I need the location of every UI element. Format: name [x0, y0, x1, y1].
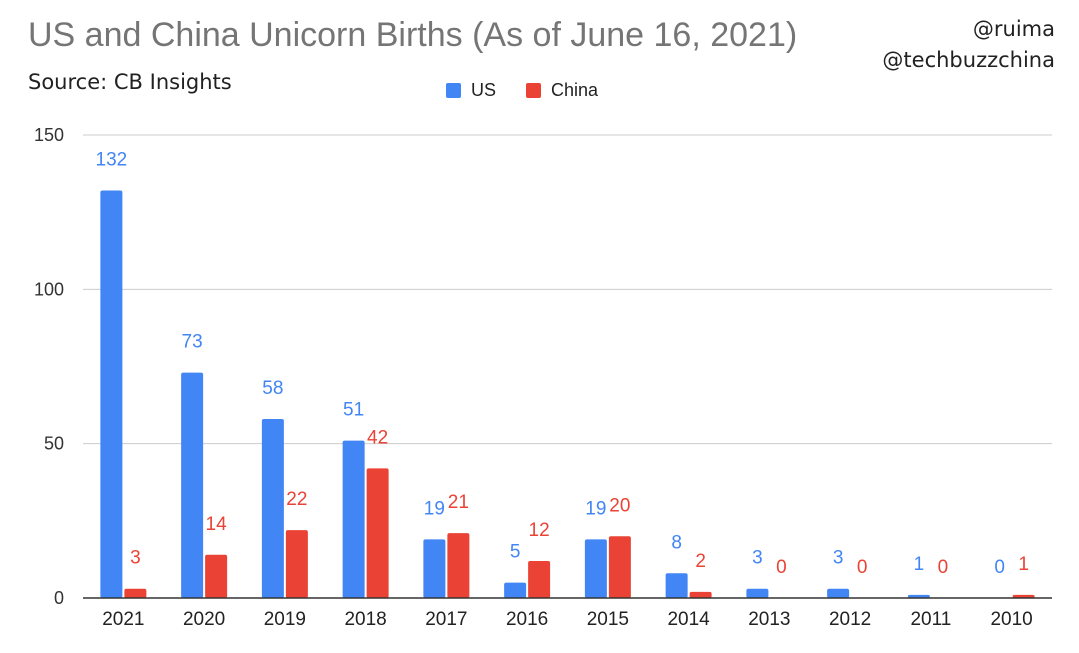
bar-us-2016	[504, 582, 527, 598]
bar-us-2012	[827, 588, 850, 598]
bar-us-2019	[261, 418, 284, 598]
data-label-china-2019: 22	[286, 489, 307, 510]
data-label-china-2020: 14	[206, 514, 228, 535]
data-label-us-2011: 1	[914, 554, 925, 575]
data-label-us-2010: 0	[994, 557, 1005, 578]
x-tick-label-2015: 2015	[587, 609, 629, 630]
data-label-us-2019: 58	[262, 378, 283, 399]
bar-china-2016	[528, 560, 551, 598]
data-label-china-2018: 42	[367, 427, 388, 448]
bar-china-2017	[447, 533, 470, 598]
data-label-us-2012: 3	[833, 548, 844, 569]
data-label-us-2016: 5	[510, 542, 521, 563]
y-tick-label-50: 50	[44, 434, 64, 454]
legend-label-us: US	[471, 80, 497, 100]
data-label-china-2017: 21	[448, 492, 469, 513]
x-tick-label-2013: 2013	[748, 609, 790, 630]
bar-china-2014	[689, 591, 712, 598]
data-label-china-2012: 0	[857, 557, 868, 578]
legend: US China	[446, 80, 628, 101]
bar-us-2014	[665, 573, 688, 598]
x-tick-label-2017: 2017	[425, 609, 467, 630]
x-tick-label-2016: 2016	[506, 609, 548, 630]
x-tick-label-2019: 2019	[264, 609, 306, 630]
data-label-us-2018: 51	[343, 400, 364, 421]
bar-china-2015	[608, 536, 631, 598]
data-label-us-2020: 73	[182, 332, 203, 353]
chart-title: US and China Unicorn Births (As of June …	[28, 16, 798, 54]
data-label-us-2014: 8	[671, 532, 682, 553]
data-label-china-2013: 0	[776, 557, 787, 578]
bar-china-2010	[1012, 594, 1035, 598]
legend-swatch-us	[446, 83, 461, 98]
author-handles: @ruima @techbuzzchina	[882, 14, 1055, 76]
x-tick-label-2018: 2018	[344, 609, 386, 630]
x-tick-label-2012: 2012	[829, 609, 871, 630]
x-tick-label-2011: 2011	[910, 609, 951, 630]
bar-us-2013	[746, 588, 769, 598]
data-label-china-2011: 0	[938, 557, 949, 578]
bar-china-2021	[124, 588, 147, 598]
y-tick-label-150: 150	[34, 125, 64, 145]
bar-us-2018	[342, 440, 365, 598]
data-label-us-2021: 132	[96, 150, 128, 171]
bar-china-2020	[205, 554, 228, 598]
data-label-china-2021: 3	[130, 548, 141, 569]
x-tick-label-2014: 2014	[667, 609, 710, 630]
source-note: Source: CB Insights	[28, 70, 232, 94]
data-label-china-2015: 20	[609, 495, 630, 516]
data-label-us-2015: 19	[585, 498, 606, 519]
legend-label-china: China	[551, 80, 599, 100]
bar-china-2019	[285, 530, 308, 598]
bar-us-2021	[100, 190, 123, 598]
data-label-china-2016: 12	[529, 520, 550, 541]
bar-us-2015	[584, 539, 607, 598]
bar-china-2018	[366, 468, 389, 598]
bar-us-2020	[181, 372, 204, 598]
x-tick-label-2021: 2021	[102, 609, 144, 630]
y-tick-label-0: 0	[54, 588, 64, 608]
bar-us-2011	[907, 594, 930, 598]
handle-ruima: @ruima	[972, 17, 1055, 41]
x-tick-label-2010: 2010	[990, 609, 1032, 630]
data-label-china-2014: 2	[695, 551, 706, 572]
bar-us-2017	[423, 539, 446, 598]
data-label-us-2013: 3	[752, 548, 763, 569]
handle-techbuzzchina: @techbuzzchina	[882, 48, 1055, 72]
x-tick-label-2020: 2020	[183, 609, 225, 630]
legend-swatch-china	[526, 83, 542, 98]
data-label-us-2017: 19	[424, 498, 445, 519]
data-label-china-2010: 1	[1018, 554, 1029, 575]
y-tick-label-100: 100	[34, 279, 64, 299]
